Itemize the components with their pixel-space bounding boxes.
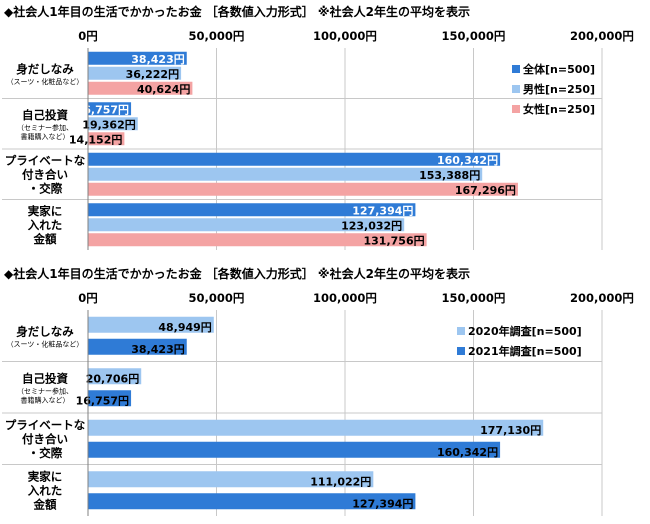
data-label: 127,394円 <box>352 497 413 510</box>
x-tick-label: 100,000円 <box>313 291 377 305</box>
x-tick-label: 0円 <box>78 29 98 43</box>
chart-gender: ◆社会人1年目の生活でかかったお金 ［各数値入力形式］ ※社会人2年生の平均を表… <box>0 0 650 258</box>
category-label: 付き合い <box>22 167 68 181</box>
legend-label: 女性[n=250] <box>523 102 595 116</box>
bar <box>88 102 132 116</box>
data-label: 38,423円 <box>131 343 184 356</box>
category-label: 自己投資 <box>22 108 68 122</box>
category-label: 実家に <box>28 469 63 483</box>
data-label: 16,757円 <box>76 103 129 116</box>
x-tick-label: 50,000円 <box>189 29 245 43</box>
chart-year-comparison-svg: ◆社会人1年目の生活でかかったお金 ［各数値入力形式］ ※社会人2年生の平均を表… <box>2 266 634 516</box>
data-label: 177,130円 <box>480 424 541 437</box>
category-sublabel: 書籍購入など） <box>21 395 70 404</box>
chart-year-comparison: ◆社会人1年目の生活でかかったお金 ［各数値入力形式］ ※社会人2年生の平均を表… <box>0 262 650 520</box>
category-label: 身だしなみ <box>16 62 74 76</box>
bar <box>88 368 142 385</box>
bar <box>88 152 501 166</box>
category-label: 入れた <box>28 218 63 232</box>
data-label: 48,949円 <box>158 321 211 334</box>
bar <box>88 117 138 131</box>
bar <box>88 493 416 510</box>
bar <box>88 66 182 80</box>
category-label: 自己投資 <box>22 371 68 385</box>
category-sublabel: （セミナー参加、 <box>17 123 73 132</box>
category-label: ・交際 <box>28 446 63 460</box>
data-label: 123,032円 <box>341 219 402 232</box>
bar <box>88 316 214 333</box>
data-label: 160,342円 <box>437 154 498 167</box>
chart-gender-svg: ◆社会人1年目の生活でかかったお金 ［各数値入力形式］ ※社会人2年生の平均を表… <box>2 4 634 250</box>
data-label: 19,362円 <box>82 118 135 131</box>
x-tick-label: 150,000円 <box>442 291 506 305</box>
category-label: 実家に <box>28 204 63 218</box>
legend-swatch <box>457 327 465 335</box>
bar <box>88 132 125 146</box>
category-label: プライベートな <box>5 153 86 167</box>
x-tick-label: 100,000円 <box>313 29 377 43</box>
bar <box>88 51 187 65</box>
bar <box>88 233 427 247</box>
bar <box>88 182 518 196</box>
bar <box>88 81 193 95</box>
bar <box>88 390 132 407</box>
chart-title: ◆社会人1年目の生活でかかったお金 ［各数値入力形式］ ※社会人2年生の平均を表… <box>4 266 470 281</box>
data-label: 127,394円 <box>352 204 413 217</box>
category-label: ・交際 <box>28 181 63 195</box>
category-label: 付き合い <box>22 432 68 446</box>
category-label: 入れた <box>28 483 63 497</box>
x-tick-label: 150,000円 <box>442 29 506 43</box>
legend-label: 男性[n=250] <box>523 82 595 96</box>
bar <box>88 471 374 488</box>
category-sublabel: （セミナー参加、 <box>17 386 73 395</box>
category-sublabel: （スーツ・化粧品など） <box>7 77 84 86</box>
legend-swatch <box>512 85 520 93</box>
bar <box>88 338 187 355</box>
bar <box>88 441 501 458</box>
data-label: 153,388円 <box>419 169 480 182</box>
data-label: 111,022円 <box>310 475 371 488</box>
category-label: 金額 <box>33 232 57 246</box>
x-tick-label: 50,000円 <box>189 291 245 305</box>
legend-swatch <box>457 347 465 355</box>
legend-swatch <box>512 105 520 113</box>
legend-label: 全体[n=500] <box>522 62 595 76</box>
chart-title: ◆社会人1年目の生活でかかったお金 ［各数値入力形式］ ※社会人2年生の平均を表… <box>4 4 470 19</box>
data-label: 36,222円 <box>126 68 179 81</box>
category-label: 身だしなみ <box>16 324 74 338</box>
x-tick-label: 200,000円 <box>570 291 634 305</box>
data-label: 38,423円 <box>131 53 184 66</box>
data-label: 160,342円 <box>437 446 498 459</box>
bar <box>88 218 405 232</box>
category-sublabel: 書籍購入など） <box>21 132 70 141</box>
data-label: 131,756円 <box>364 234 425 247</box>
bar <box>88 167 483 181</box>
x-tick-label: 0円 <box>78 291 98 305</box>
legend-swatch <box>512 65 520 73</box>
data-label: 14,152円 <box>69 133 122 146</box>
category-label: プライベートな <box>5 418 86 432</box>
legend-label: 2021年調査[n=500] <box>468 344 582 358</box>
data-label: 16,757円 <box>76 394 129 407</box>
data-label: 167,296円 <box>455 184 516 197</box>
data-label: 20,706円 <box>86 372 139 385</box>
bar <box>88 419 544 436</box>
x-tick-label: 200,000円 <box>570 29 634 43</box>
data-label: 40,624円 <box>137 83 190 96</box>
category-label: 金額 <box>33 497 57 511</box>
bar <box>88 203 416 217</box>
category-sublabel: （スーツ・化粧品など） <box>7 339 84 348</box>
legend-label: 2020年調査[n=500] <box>468 324 582 338</box>
